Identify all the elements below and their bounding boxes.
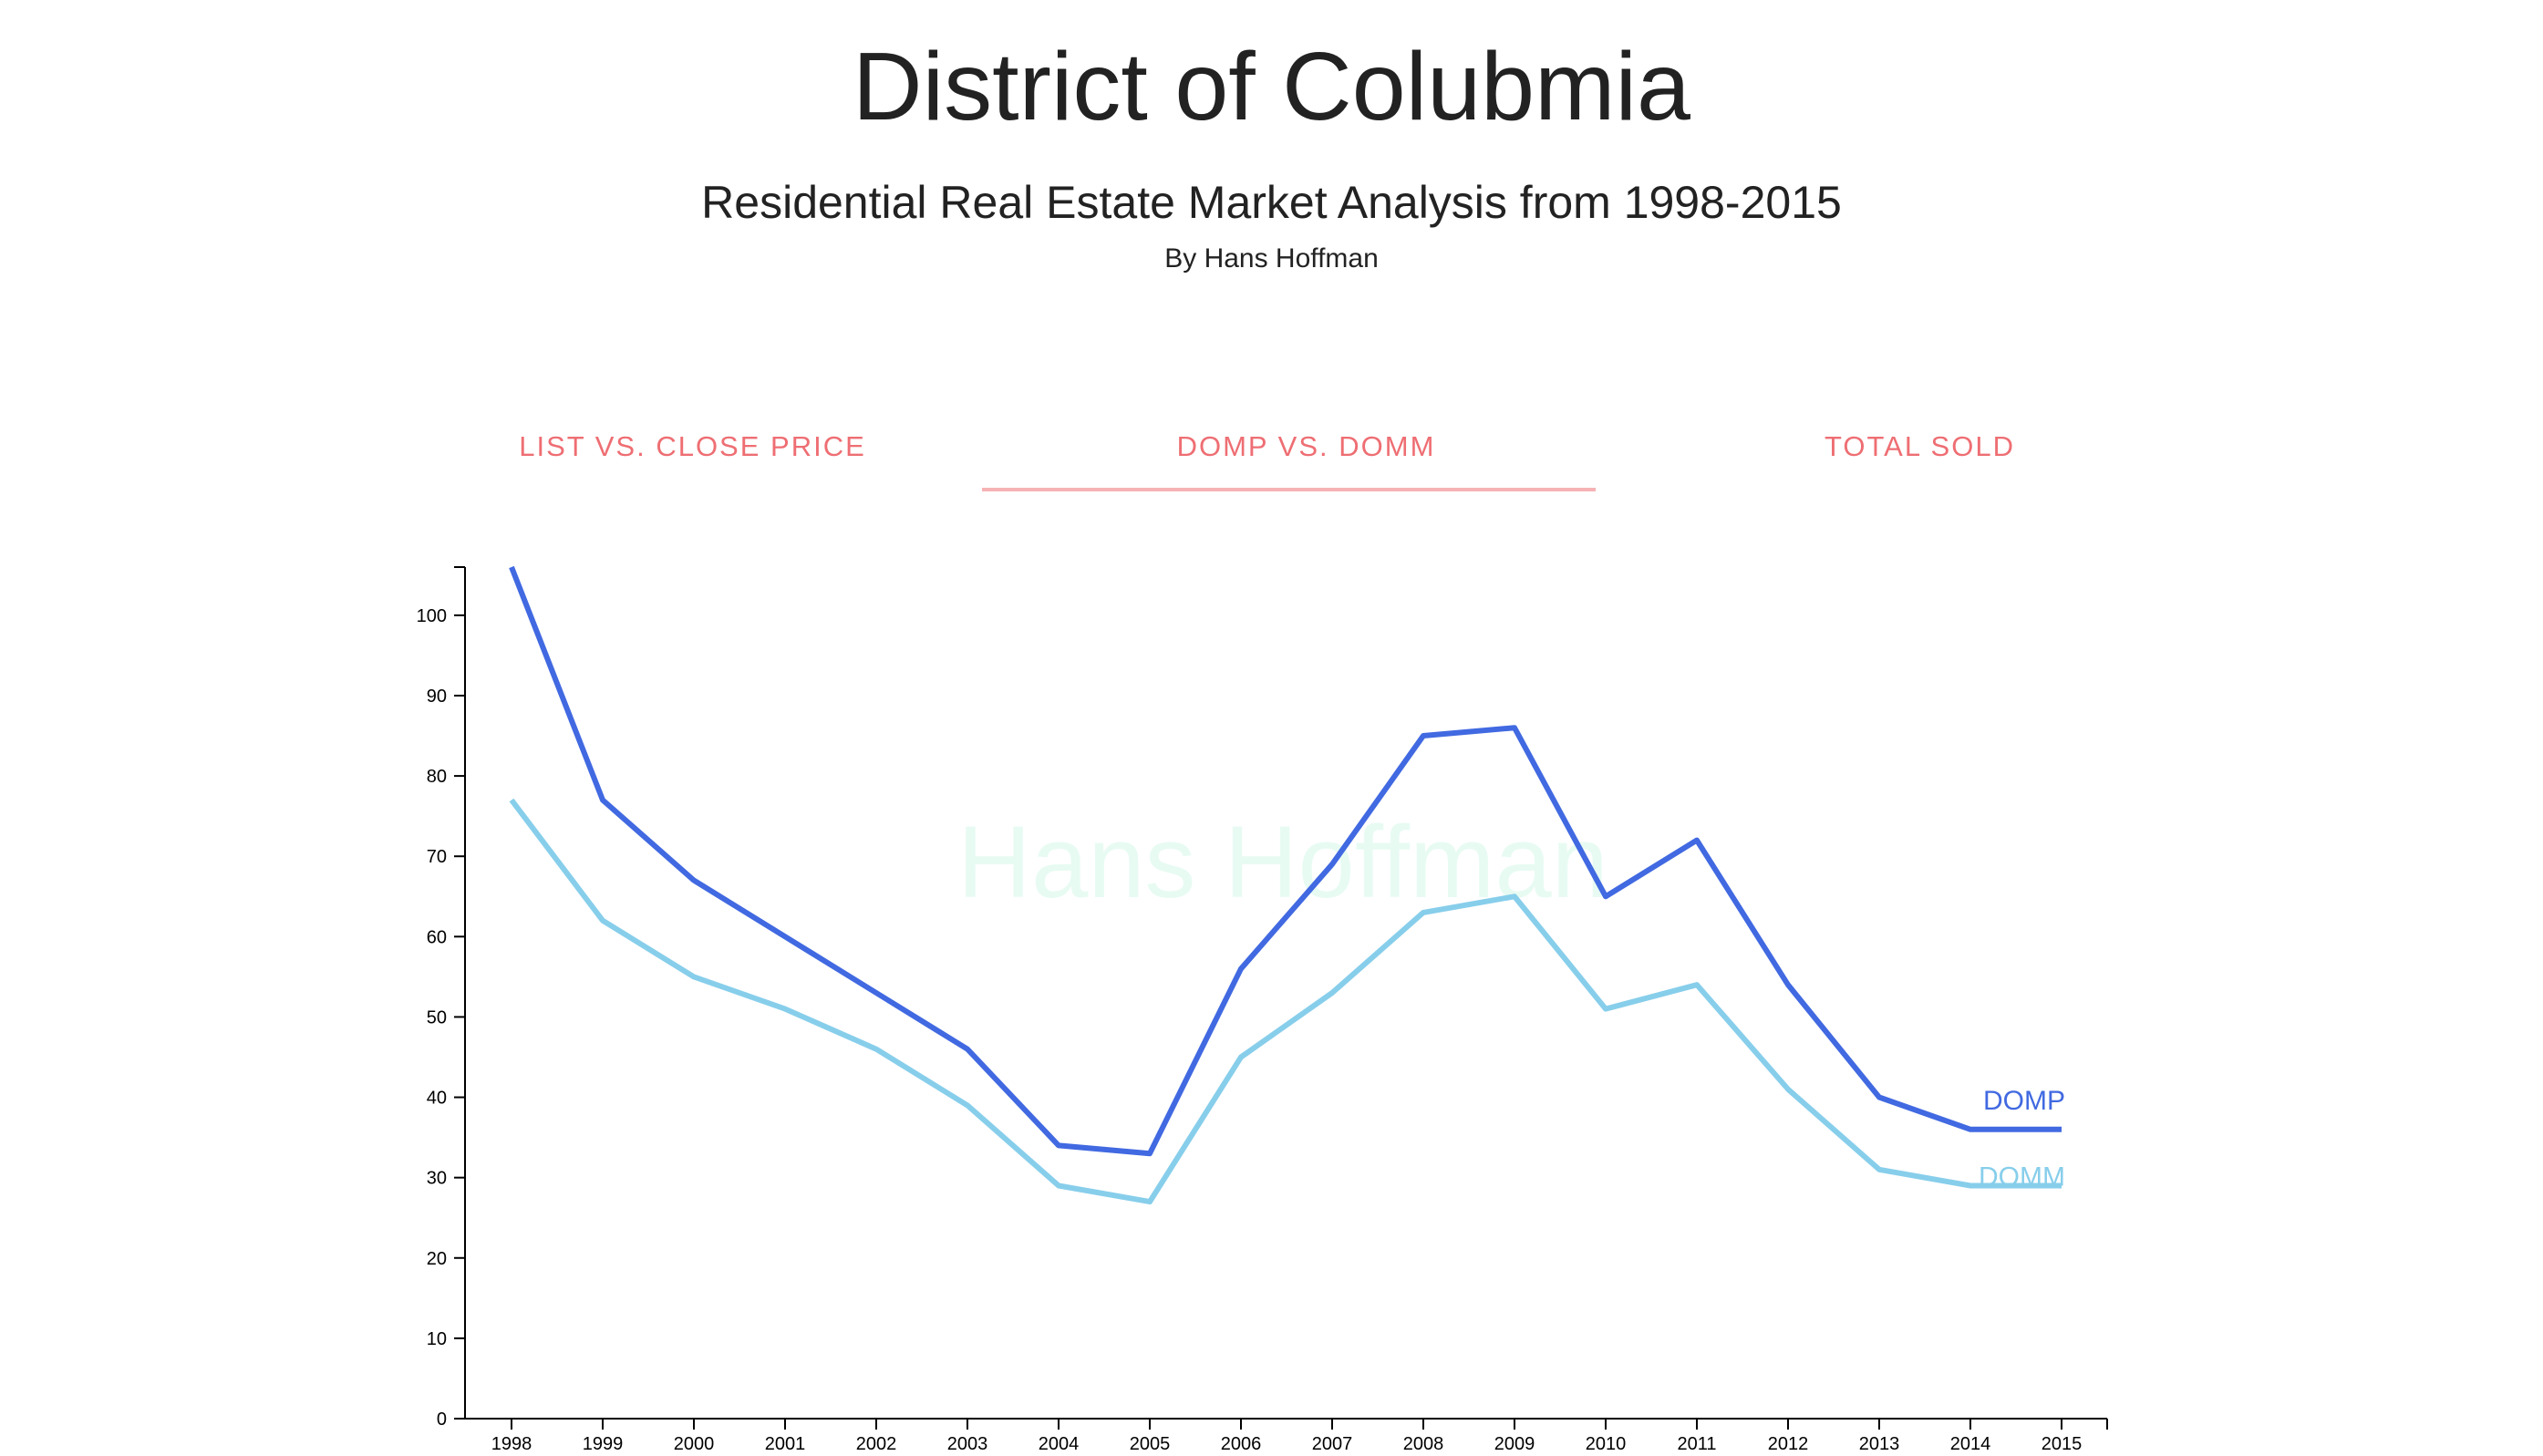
line-chart: Hans Hoffman 0 10 20 30 40 50 60 70 80 90 100 1998 19… — [417, 565, 2108, 1454]
watermark-text: Hans Hoffman — [957, 805, 1608, 919]
page-subtitle: Residential Real Estate Market Analysis … — [701, 177, 1842, 228]
x-tick-label: 2004 — [1039, 1434, 1080, 1451]
x-tick-label: 2006 — [1221, 1434, 1262, 1451]
x-tick-label: 2002 — [856, 1434, 897, 1451]
x-tick-label: 2009 — [1494, 1434, 1535, 1451]
x-tick-label: 2015 — [2042, 1434, 2083, 1451]
y-tick-label: 30 — [427, 1169, 447, 1189]
series-line-domm — [509, 798, 2062, 1205]
tab-total-sold[interactable]: TOTAL SOLD — [1825, 430, 2015, 462]
y-tick-label: 90 — [427, 687, 447, 707]
author-byline: By Hans Hoffman — [1164, 243, 1379, 274]
x-tick-label: 2007 — [1312, 1434, 1353, 1451]
y-tick-label: 100 — [417, 606, 447, 626]
x-tick-label: 2010 — [1586, 1434, 1627, 1451]
series-label-domp: DOMP — [1983, 1086, 2065, 1116]
y-tick-label: 10 — [427, 1329, 447, 1349]
chart-tabs: LIST VS. CLOSE PRICE DOMP VS. DOMM TOTAL… — [386, 401, 2228, 492]
x-tick-label: 1998 — [491, 1434, 532, 1451]
y-tick-label: 80 — [427, 767, 447, 787]
chart-container: Hans Hoffman 0 10 20 30 40 50 60 70 80 90 100 1998 19… — [0, 511, 2543, 1454]
x-tick-label: 1999 — [583, 1434, 624, 1451]
x-tick-label: 2014 — [1950, 1434, 1991, 1451]
tab-list-vs-close-price[interactable]: LIST VS. CLOSE PRICE — [519, 430, 866, 462]
y-tick-label: 40 — [427, 1089, 447, 1109]
page-title: District of Colubmia — [853, 33, 1690, 140]
y-tick-label: 20 — [427, 1249, 447, 1269]
x-tick-label: 2005 — [1130, 1434, 1171, 1451]
y-tick-label: 60 — [427, 927, 447, 947]
x-tick-label: 2003 — [947, 1434, 988, 1451]
series-label-domm: DOMM — [1979, 1162, 2065, 1192]
y-tick-label: 50 — [427, 1007, 447, 1027]
x-tick-label: 2011 — [1677, 1434, 1716, 1451]
tab-domp-vs-domm[interactable]: DOMP VS. DOMM — [1176, 430, 1436, 462]
x-tick-label: 2012 — [1768, 1434, 1809, 1451]
y-tick-label: 0 — [437, 1410, 447, 1430]
active-tab-indicator — [982, 488, 1596, 491]
y-tick-label: 70 — [427, 847, 447, 867]
x-tick-label: 2013 — [1859, 1434, 1900, 1451]
series-line-domp — [509, 565, 2062, 1157]
x-tick-label: 2000 — [674, 1434, 715, 1451]
x-tick-label: 2008 — [1403, 1434, 1444, 1451]
x-tick-label: 2001 — [765, 1434, 806, 1451]
